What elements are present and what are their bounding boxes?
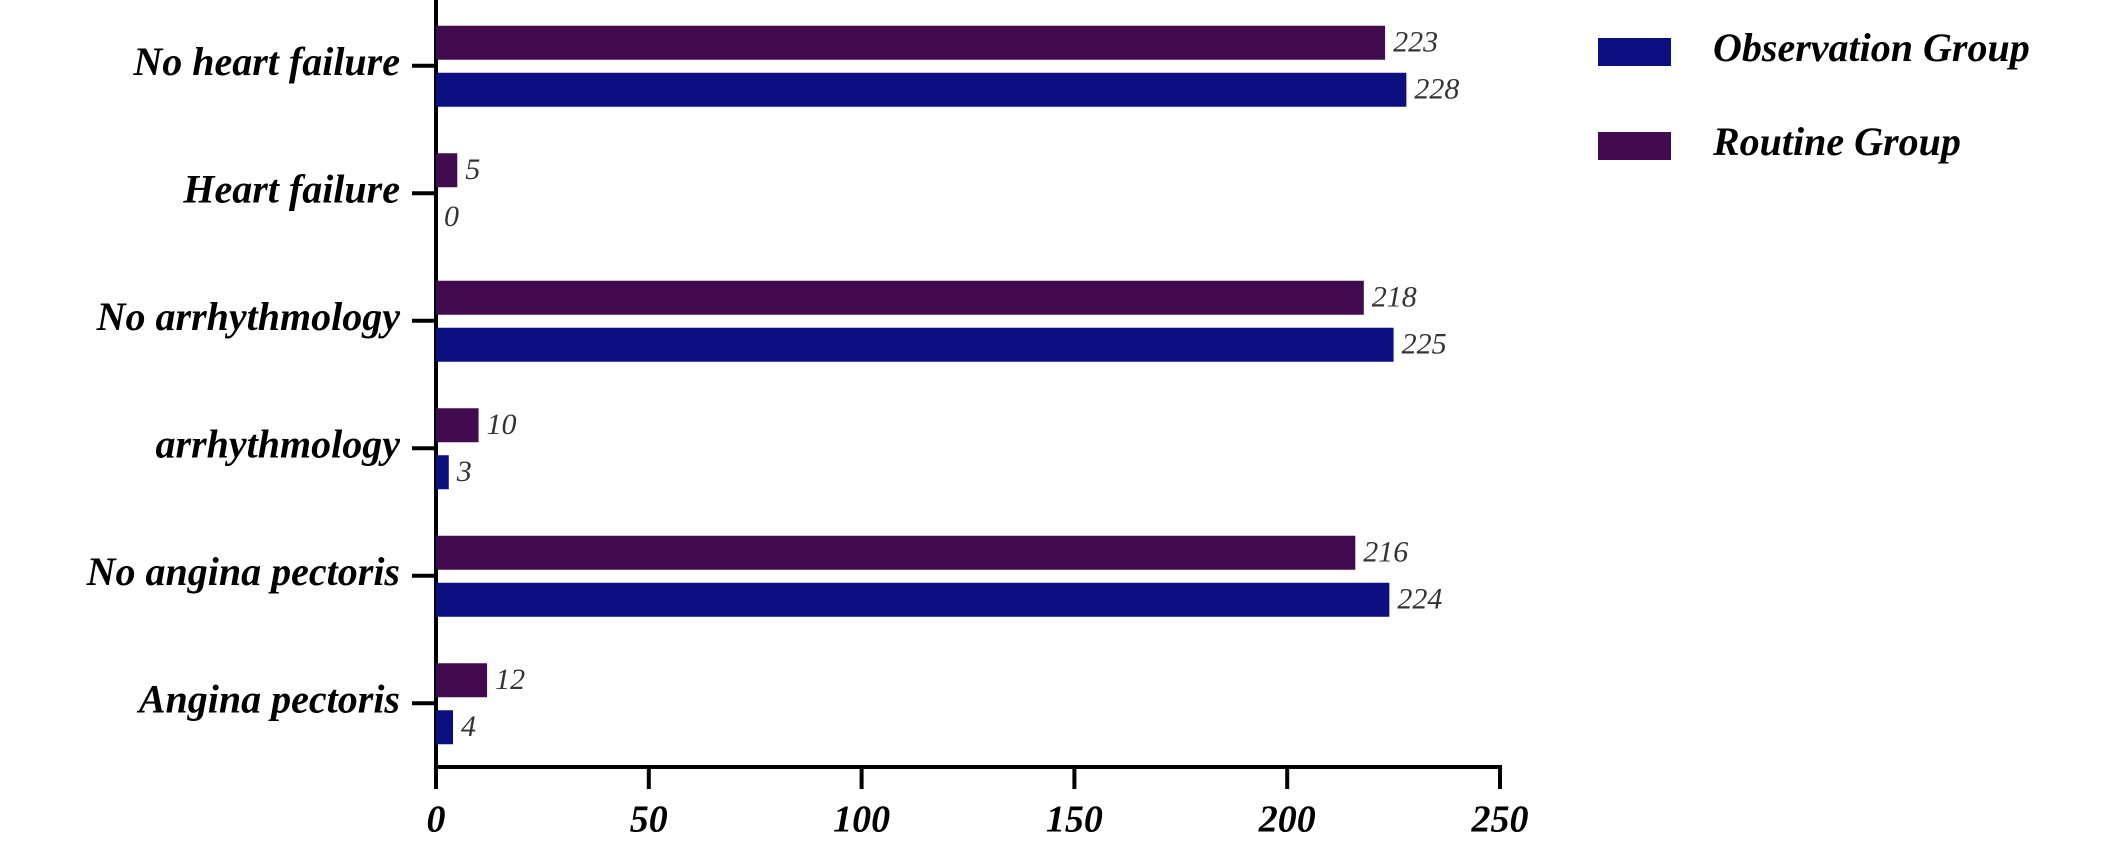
bar <box>436 663 488 698</box>
bar <box>436 455 449 490</box>
y-tick-label: No arrhythmology <box>96 294 401 339</box>
value-label: 3 <box>456 455 472 488</box>
legend-swatch <box>1598 132 1671 160</box>
x-tick-label: 200 <box>1258 799 1316 841</box>
x-tick-label: 250 <box>1471 799 1529 841</box>
value-label: 216 <box>1363 536 1408 569</box>
bar <box>436 408 479 443</box>
value-label: 5 <box>465 153 480 186</box>
value-label: 10 <box>487 408 517 441</box>
y-tick-label: Heart failure <box>182 166 400 211</box>
x-tick-label: 100 <box>833 799 890 841</box>
bar <box>436 25 1386 60</box>
legend-label: Observation Group <box>1713 25 2030 70</box>
x-tick-label: 150 <box>1046 799 1103 841</box>
value-label: 218 <box>1372 281 1417 314</box>
bar <box>436 280 1364 315</box>
x-tick-label: 50 <box>630 799 668 841</box>
value-label: 0 <box>444 200 459 233</box>
bar <box>436 153 458 188</box>
value-label: 228 <box>1414 73 1459 106</box>
bar <box>436 72 1407 107</box>
bar <box>436 710 454 745</box>
y-tick-label: No heart failure <box>132 39 400 84</box>
bar <box>436 327 1394 362</box>
y-tick-label: Angina pectoris <box>136 676 400 721</box>
value-label: 223 <box>1393 26 1438 59</box>
bar <box>436 582 1390 617</box>
x-tick-label: 0 <box>427 799 446 841</box>
value-label: 225 <box>1402 328 1447 361</box>
value-label: 12 <box>495 663 525 696</box>
legend-swatch <box>1598 38 1671 66</box>
legend-label: Routine Group <box>1712 119 1961 164</box>
y-tick-label: arrhythmology <box>156 421 401 466</box>
value-label: 224 <box>1397 583 1442 616</box>
y-tick-label: No angina pectoris <box>86 549 400 594</box>
value-label: 4 <box>461 710 476 743</box>
bar <box>436 535 1356 570</box>
